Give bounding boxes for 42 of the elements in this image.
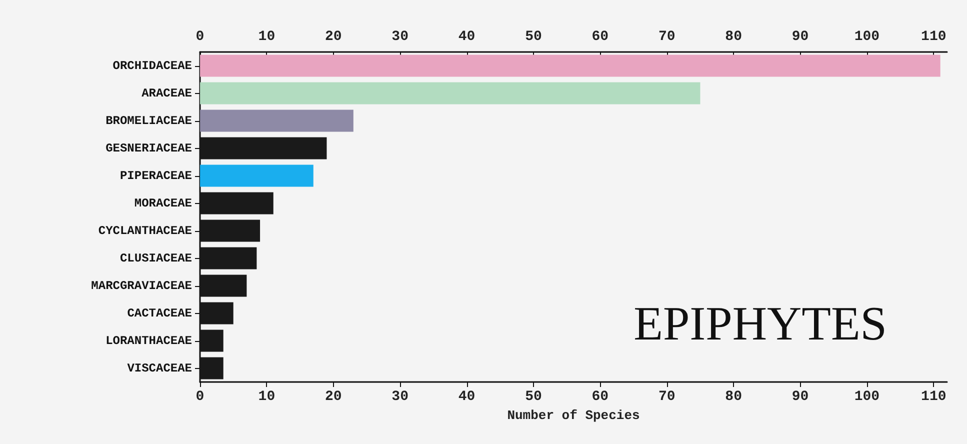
y-tick-label: GESNERIACEAE	[106, 141, 192, 156]
x2-tick-label: 50	[525, 29, 542, 45]
x2-tick-label: 0	[196, 29, 204, 45]
x2-tick-label: 40	[458, 29, 476, 45]
x-axis-title: Number of Species	[507, 408, 640, 423]
x-tick-label: 20	[324, 389, 342, 405]
x-tick-label: 90	[792, 389, 809, 405]
y-tick-label: VISCACEAE	[127, 361, 192, 376]
bar	[200, 164, 314, 187]
x2-tick-label: 80	[725, 29, 742, 45]
y-tick-label: BROMELIACEAE	[106, 114, 192, 128]
x-tick-label: 110	[921, 389, 946, 405]
y-tick-label: MORACEAE	[134, 196, 192, 210]
bar	[200, 82, 700, 104]
x2-tick-label: 90	[792, 29, 809, 45]
x2-tick-label: 10	[258, 29, 276, 45]
x-tick-label: 100	[854, 389, 880, 405]
x2-tick-label: 110	[921, 29, 946, 45]
annotation: EPIPHYTES	[634, 298, 887, 350]
y-tick-label: ORCHIDACEAE	[112, 58, 192, 73]
x-tick-label: 10	[258, 389, 276, 405]
bar	[200, 110, 354, 132]
x2-tick-label: 70	[658, 29, 676, 45]
x-tick-label: 50	[525, 389, 542, 405]
y-tick-label: PIPERACEAE	[120, 168, 192, 183]
x2-tick-label: 30	[392, 29, 408, 45]
x2-tick-label: 20	[324, 29, 342, 45]
bar	[200, 54, 940, 77]
x2-tick-label: 60	[592, 29, 609, 45]
x-tick-label: 30	[392, 389, 408, 405]
y-tick-label: LORANTHACEAE	[106, 334, 192, 348]
y-tick-label: ARACEAE	[142, 86, 192, 100]
y-tick-label: CLUSIACEAE	[120, 251, 192, 266]
x-tick-label: 40	[458, 389, 476, 405]
x-tick-label: 60	[592, 389, 609, 405]
x-tick-label: 0	[196, 389, 204, 405]
y-tick-label: CYCLANTHACEAE	[98, 224, 192, 238]
x2-tick-label: 100	[854, 29, 880, 45]
y-tick-label: MARCGRAVIACEAE	[91, 278, 192, 293]
y-tick-label: CACTACEAE	[127, 306, 192, 320]
x-tick-label: 70	[658, 389, 676, 405]
x-tick-label: 80	[725, 389, 742, 405]
